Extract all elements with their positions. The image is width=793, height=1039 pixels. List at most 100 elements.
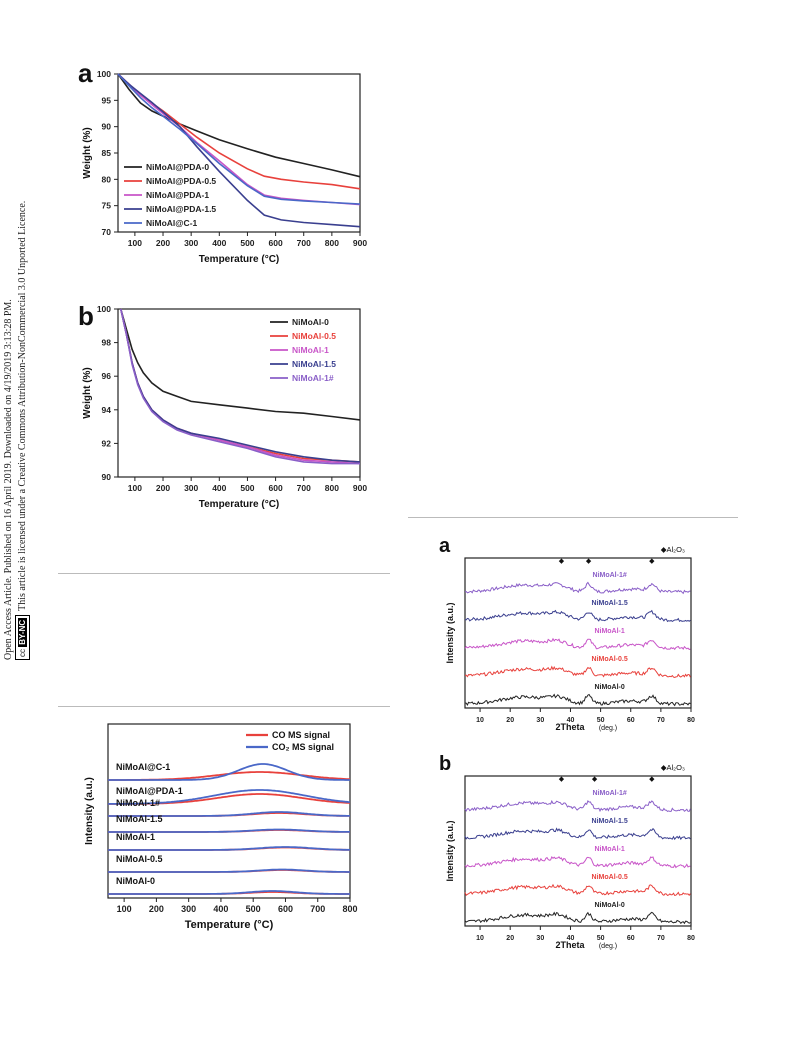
plot-frame [107, 723, 351, 899]
x-axis-unit: (deg.) [599, 725, 617, 732]
trace-label: NiMoAl-0 [594, 684, 624, 691]
y-tick-label: 90 [102, 122, 112, 132]
y-tick-label: 75 [102, 201, 112, 211]
cc-badge-cc: cc [18, 649, 27, 657]
x-tick-label: 300 [181, 904, 196, 914]
divider-rule [408, 517, 738, 518]
x-tick-label: 500 [246, 904, 261, 914]
diamond-marker-icon: ◆ [592, 776, 598, 783]
plot-frame [117, 308, 361, 478]
license-line-1: Open Access Article. Published on 16 Apr… [3, 299, 14, 660]
x-tick-label: 500 [240, 238, 254, 248]
divider-rule [58, 573, 390, 574]
x-tick-label: 100 [117, 904, 132, 914]
y-tick-label: 90 [102, 472, 112, 482]
y-axis-label: Weight (%) [82, 367, 93, 418]
trace-label: NiMoAl-0 [594, 902, 624, 909]
diamond-marker-icon: ◆ [649, 776, 655, 783]
x-tick-label: 100 [128, 483, 142, 493]
legend-label: NiMoAl-0.5 [292, 331, 336, 341]
xrd-pattern-line [464, 581, 691, 595]
y-tick-label: 70 [102, 227, 112, 237]
xrd-pattern-line [464, 799, 691, 813]
trace-label: NiMoAl-0.5 [116, 854, 163, 864]
cc-license-icon[interactable]: cc BY-NC [15, 614, 30, 660]
trace-label: NiMoAl@PDA-1 [116, 786, 183, 796]
license-sidebar: Open Access Article. Published on 16 Apr… [2, 120, 42, 660]
y-tick-label: 95 [102, 95, 112, 105]
x-tick-label: 100 [128, 238, 142, 248]
xrd-pattern-line [464, 693, 691, 707]
x-tick-label: 10 [476, 717, 484, 724]
x-tick-label: 400 [212, 483, 226, 493]
trace-label: NiMoAl-1# [593, 572, 627, 579]
x-tick-label: 10 [476, 935, 484, 942]
trace-label: NiMoAl-0 [116, 876, 155, 886]
x-tick-label: 600 [268, 238, 282, 248]
x-tick-label: 70 [657, 935, 665, 942]
legend-label: CO MS signal [272, 730, 330, 740]
legend-label: NiMoAl-1 [292, 345, 329, 355]
legend-label: CO₂ MS signal [272, 742, 334, 752]
trace-label: NiMoAl-0.5 [592, 656, 628, 663]
cc-badge-text: BY-NC [18, 617, 27, 647]
panel-label: b [78, 301, 94, 331]
x-axis-label: Temperature (°C) [185, 919, 274, 931]
x-tick-label: 800 [342, 904, 357, 914]
xrd-pattern-line [464, 827, 691, 841]
legend-label: NiMoAl@PDA-1.5 [146, 204, 216, 214]
series-line-0 [120, 308, 361, 421]
x-tick-label: 30 [536, 935, 544, 942]
diamond-marker-icon: ◆ [559, 776, 565, 783]
x-tick-label: 80 [687, 935, 695, 942]
x-axis-label: Temperature (°C) [199, 499, 280, 510]
x-tick-label: 60 [627, 935, 635, 942]
y-tick-label: 98 [102, 338, 112, 348]
xrd-pattern-line [464, 665, 691, 679]
ms-signal-line [108, 846, 351, 851]
al2o3-legend: ◆Al₂O₃ [661, 763, 685, 772]
legend-label: NiMoAl-0 [292, 317, 329, 327]
x-tick-label: 300 [184, 483, 198, 493]
panel-label: a [439, 535, 451, 557]
x-tick-label: 400 [212, 238, 226, 248]
y-axis-label: Intensity (a.u.) [84, 777, 95, 845]
panel-label: a [78, 60, 93, 88]
legend-label: NiMoAl@PDA-1 [146, 190, 209, 200]
diamond-marker-icon: ◆ [649, 558, 655, 565]
series-line-3 [117, 73, 361, 228]
legend-label: NiMoAl-1.5 [292, 359, 336, 369]
x-tick-label: 200 [156, 483, 170, 493]
trace-label: NiMoAl-1 [594, 628, 624, 635]
x-tick-label: 40 [567, 717, 575, 724]
y-tick-label: 85 [102, 148, 112, 158]
tga-chart-a: 100 200 300 400 500 600 700 800 900 70 75 80 85 90 95 1… [78, 60, 367, 265]
xrd-chart-a: 10 20 30 40 50 60 70 80 a 2Theta (deg.) Intensity (… [439, 535, 695, 732]
y-tick-label: 100 [97, 304, 111, 314]
x-tick-label: 700 [297, 238, 311, 248]
xrd-pattern-line [464, 911, 691, 925]
trace-label: NiMoAl-1# [593, 790, 627, 797]
xrd-pattern-line [464, 637, 691, 651]
ms-signal-line [108, 868, 350, 873]
legend-label: NiMoAl@PDA-0.5 [146, 176, 216, 186]
legend-label: NiMoAl-1# [292, 373, 334, 383]
x-axis-label: 2Theta [555, 722, 585, 732]
x-tick-label: 20 [506, 717, 514, 724]
x-tick-label: 600 [268, 483, 282, 493]
series-line-4 [117, 73, 361, 205]
trace-label: NiMoAl-1.5 [592, 600, 628, 607]
x-tick-label: 200 [156, 238, 170, 248]
x-tick-label: 800 [325, 483, 339, 493]
x-axis-label: 2Theta [555, 940, 585, 950]
x-tick-label: 200 [149, 904, 164, 914]
legend-label: NiMoAl@C-1 [146, 218, 198, 228]
x-tick-label: 60 [627, 717, 635, 724]
ms-signal-line [108, 811, 350, 817]
y-axis-label: Intensity (a.u.) [445, 820, 455, 881]
trace-label: NiMoAl-1.5 [592, 818, 628, 825]
xrd-pattern-line [464, 609, 691, 623]
ms-signal-line [108, 763, 350, 781]
x-tick-label: 600 [278, 904, 293, 914]
license-link[interactable]: This article is licensed under a Creativ… [17, 200, 28, 611]
